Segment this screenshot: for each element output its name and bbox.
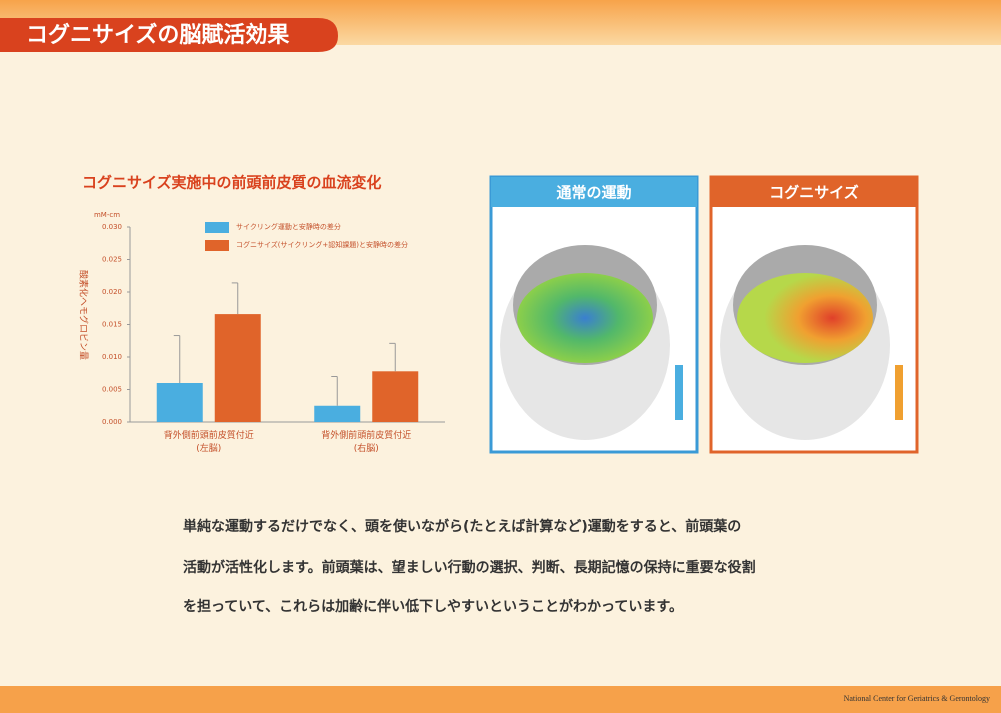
- panel-right: [711, 177, 917, 452]
- bar: [372, 371, 418, 422]
- y-tick-label: 0.005: [102, 386, 122, 394]
- y-tick-label: 0.010: [102, 353, 122, 361]
- y-axis-title: 酸素化ヘモグロビン量: [78, 270, 90, 360]
- x-tick-label: 背外側前頭前皮質付近 (右脳): [286, 430, 446, 456]
- y-tick-label: 0.015: [102, 321, 122, 329]
- body-line: 単純な運動するだけでなく、頭を使いながら(たとえば計算など)運動をすると、前頭葉…: [183, 516, 741, 536]
- page-title: コグニサイズの脳賦活効果: [26, 22, 289, 48]
- bar: [314, 406, 360, 422]
- footer-text: National Center for Geriatrics & Geronto…: [844, 694, 990, 703]
- x-tick-label: 背外側前頭前皮質付近 (左脳): [129, 430, 289, 456]
- body-line: を担っていて、これらは加齢に伴い低下しやすいということがわかっています。: [183, 596, 683, 616]
- y-tick-label: 0.020: [102, 288, 122, 296]
- y-unit: mM-cm: [94, 211, 120, 219]
- legend-label: サイクリング運動と安静時の差分: [236, 222, 341, 231]
- bar: [157, 383, 203, 422]
- panel-label: コグニサイズ: [769, 184, 859, 202]
- legend-swatch: [205, 222, 229, 233]
- legend-label: コグニサイズ(サイクリング+認知課題)と安静時の差分: [236, 240, 408, 249]
- y-tick-label: 0.030: [102, 223, 122, 231]
- legend-swatch: [205, 240, 229, 251]
- bar: [215, 314, 261, 422]
- y-tick-label: 0.000: [102, 418, 122, 426]
- panel-left: [491, 177, 697, 452]
- chart-title: コグニサイズ実施中の前頭前皮質の血流変化: [82, 174, 382, 192]
- panel-label: 通常の運動: [556, 184, 631, 202]
- page: コグニサイズの脳賦活効果 National Center for Geriatr…: [0, 0, 1001, 713]
- body-line: 活動が活性化します。前頭葉は、望ましい行動の選択、判断、長期記憶の保持に重要な役…: [183, 557, 756, 577]
- y-tick-label: 0.025: [102, 256, 122, 264]
